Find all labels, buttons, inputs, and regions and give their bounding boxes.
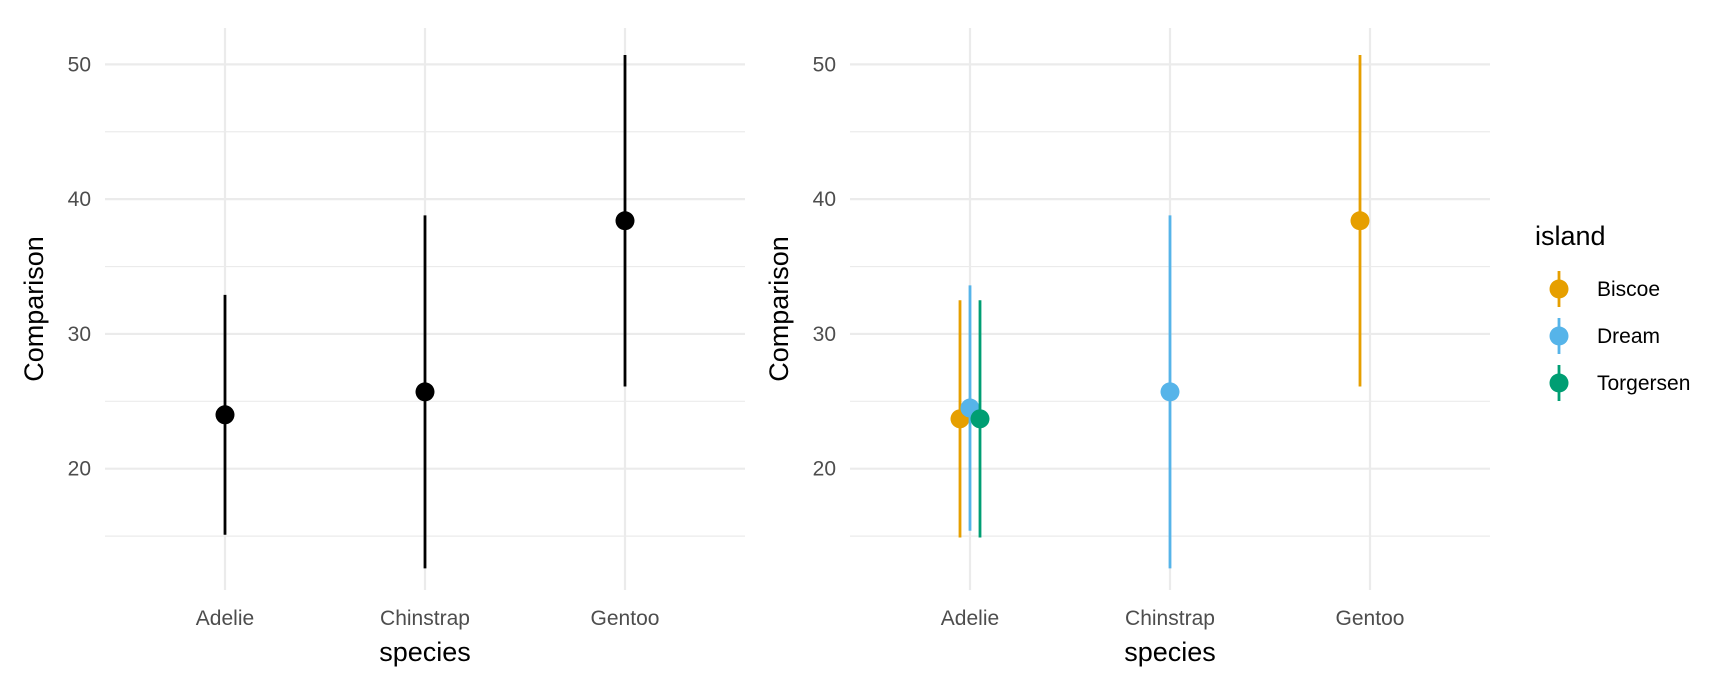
x-tick-label: Gentoo bbox=[1336, 607, 1405, 630]
legend-key-point bbox=[1549, 326, 1569, 346]
legend: island Biscoe Dream Torgersen bbox=[1535, 221, 1690, 401]
legend-label: Biscoe bbox=[1597, 278, 1660, 301]
legend-key-point bbox=[1549, 279, 1569, 299]
x-axis-title: species bbox=[379, 637, 471, 667]
y-tick-label: 20 bbox=[68, 458, 91, 481]
y-tick-label: 50 bbox=[813, 53, 836, 76]
legend-key-point bbox=[1549, 373, 1569, 393]
data-point bbox=[1160, 382, 1180, 402]
y-tick-label: 50 bbox=[68, 53, 91, 76]
y-tick-label: 40 bbox=[68, 188, 91, 211]
legend-label: Dream bbox=[1597, 325, 1660, 348]
y-tick-label: 30 bbox=[813, 323, 836, 346]
x-tick-label: Chinstrap bbox=[380, 607, 470, 630]
chart-panel-1: 20 30 40 50 Adelie Chinstrap Gentoo species Comp… bbox=[19, 28, 745, 667]
x-tick-label: Gentoo bbox=[591, 607, 660, 630]
data-point bbox=[970, 409, 990, 429]
data-point bbox=[215, 405, 235, 425]
x-axis-title: species bbox=[1124, 637, 1216, 667]
y-tick-label: 30 bbox=[68, 323, 91, 346]
x-tick-label: Adelie bbox=[196, 607, 254, 630]
x-tick-label: Chinstrap bbox=[1125, 607, 1215, 630]
legend-title: island bbox=[1535, 221, 1606, 251]
y-axis-title: Comparison bbox=[19, 236, 49, 382]
y-axis-title: Comparison bbox=[764, 236, 794, 382]
y-tick-label: 40 bbox=[813, 188, 836, 211]
data-point bbox=[415, 382, 435, 402]
data-point bbox=[1350, 211, 1370, 231]
chart-panel-2: 20 30 40 50 Adelie Chinstrap Gentoo species Comp… bbox=[764, 28, 1690, 667]
x-tick-label: Adelie bbox=[941, 607, 999, 630]
legend-label: Torgersen bbox=[1597, 372, 1690, 395]
data-point bbox=[615, 211, 635, 231]
y-tick-label: 20 bbox=[813, 458, 836, 481]
